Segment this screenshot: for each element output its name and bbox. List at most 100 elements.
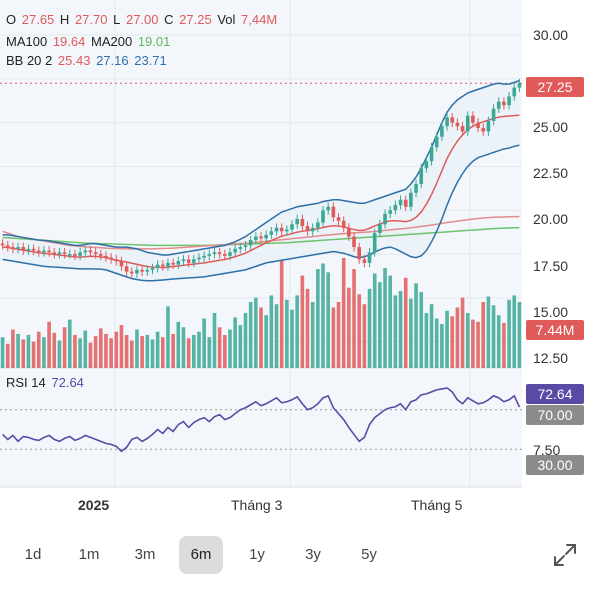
candle-body: [166, 262, 170, 267]
candle-body: [460, 126, 465, 132]
volume-bar: [186, 338, 191, 368]
volume-bar: [496, 315, 501, 368]
volume-bar: [62, 327, 67, 368]
volume-bar: [362, 304, 367, 368]
candle-body: [321, 210, 325, 223]
candle-body: [36, 250, 41, 253]
candle-body: [160, 264, 165, 267]
candle-body: [186, 259, 191, 263]
volume-bar: [197, 331, 201, 368]
candle-body: [403, 199, 408, 207]
candle-body: [171, 262, 175, 265]
volume-bar: [383, 267, 387, 368]
volume-bar: [217, 327, 222, 368]
volume-bar: [486, 296, 491, 368]
candle-body: [5, 245, 10, 248]
candle-body: [47, 250, 51, 253]
volume-bar: [481, 302, 486, 368]
expand-icon[interactable]: [552, 542, 578, 568]
candle-body: [212, 252, 217, 255]
candle-body: [228, 252, 232, 256]
candle-body: [269, 231, 274, 235]
tab-1d[interactable]: 1d: [24, 546, 42, 563]
volume-bar: [305, 288, 310, 368]
candle-body: [507, 96, 511, 106]
tab-1y[interactable]: 1y: [249, 546, 265, 563]
candle-body: [347, 227, 351, 237]
candle-body: [512, 87, 517, 97]
volume-bar: [367, 288, 372, 368]
tab-6m[interactable]: 6m: [179, 536, 223, 574]
volume-bar: [254, 297, 258, 368]
volume-bar: [326, 272, 330, 368]
volume-bar: [517, 302, 522, 368]
ma-legend: MA100 19.64 MA200 19.01: [6, 34, 171, 49]
rsi-background: [0, 368, 522, 487]
candle-body: [450, 117, 455, 123]
price-tick: 25.00: [533, 119, 569, 135]
candle-body: [496, 101, 501, 109]
volume-bar: [11, 329, 15, 368]
bb-upper-line: [2, 79, 520, 256]
volume-bar: [228, 329, 232, 368]
candle-body: [300, 219, 305, 227]
candle-body: [83, 250, 88, 253]
candle-body: [476, 122, 480, 128]
candle-body: [440, 126, 444, 137]
volume-bar: [378, 282, 382, 368]
tab-5y[interactable]: 5y: [361, 546, 377, 563]
candle-body: [150, 268, 155, 270]
candle-body: [11, 247, 15, 249]
close-value: 27.25: [179, 12, 212, 27]
candle-body: [223, 254, 227, 256]
candle-body: [197, 257, 201, 260]
volume-bar: [465, 313, 470, 368]
volume-bar: [21, 339, 26, 368]
candle-body: [104, 255, 108, 258]
candle-body: [409, 192, 413, 207]
volume-bar: [419, 292, 424, 368]
volume-bar: [290, 309, 294, 368]
candle-body: [419, 168, 424, 184]
candle-body: [331, 206, 336, 218]
candle-body: [259, 236, 263, 239]
candle-body: [57, 252, 62, 255]
volume-bar: [316, 269, 320, 368]
candle-body: [341, 220, 346, 228]
candle-body: [109, 257, 113, 260]
bb-lower-line: [2, 144, 520, 282]
candle-body: [388, 210, 393, 214]
ohlc-legend: O 27.65 H 27.70 L 27.00 C 27.25 Vol 7,44…: [6, 12, 278, 27]
candle-body: [114, 259, 119, 262]
volume-bar: [341, 258, 346, 368]
volume-bar: [434, 318, 439, 368]
candle-body: [434, 136, 439, 148]
bb-legend: BB 20 2 25.43 27.16 23.71: [6, 53, 167, 68]
volume-bar: [135, 329, 139, 368]
volume-bar: [248, 302, 253, 368]
volume-bar: [269, 295, 274, 368]
tab-3m[interactable]: 3m: [134, 546, 156, 563]
candle-body: [207, 254, 212, 256]
tab-3y[interactable]: 3y: [305, 546, 321, 563]
candle-body: [78, 252, 82, 256]
candle-body: [471, 115, 475, 123]
volume-bar: [424, 313, 429, 368]
volume-bar: [295, 295, 299, 368]
volume-bar: [124, 335, 129, 368]
candle-body: [124, 266, 129, 272]
volume-bar: [16, 333, 20, 368]
volume-bar: [114, 331, 119, 368]
volume-bar: [78, 338, 82, 368]
tab-1m[interactable]: 1m: [78, 546, 100, 563]
candle-body: [372, 233, 377, 253]
volume-bar: [507, 299, 511, 368]
timeframe-tabs: 1d 1m 3m 6m 1y 3y 5y: [0, 534, 600, 576]
rsi-tick: 7.50: [533, 442, 561, 458]
volume-bar: [409, 298, 413, 368]
volume-bar: [207, 337, 212, 368]
candle-body: [145, 269, 150, 272]
candle-body: [202, 255, 206, 258]
volume-bar: [36, 331, 41, 368]
